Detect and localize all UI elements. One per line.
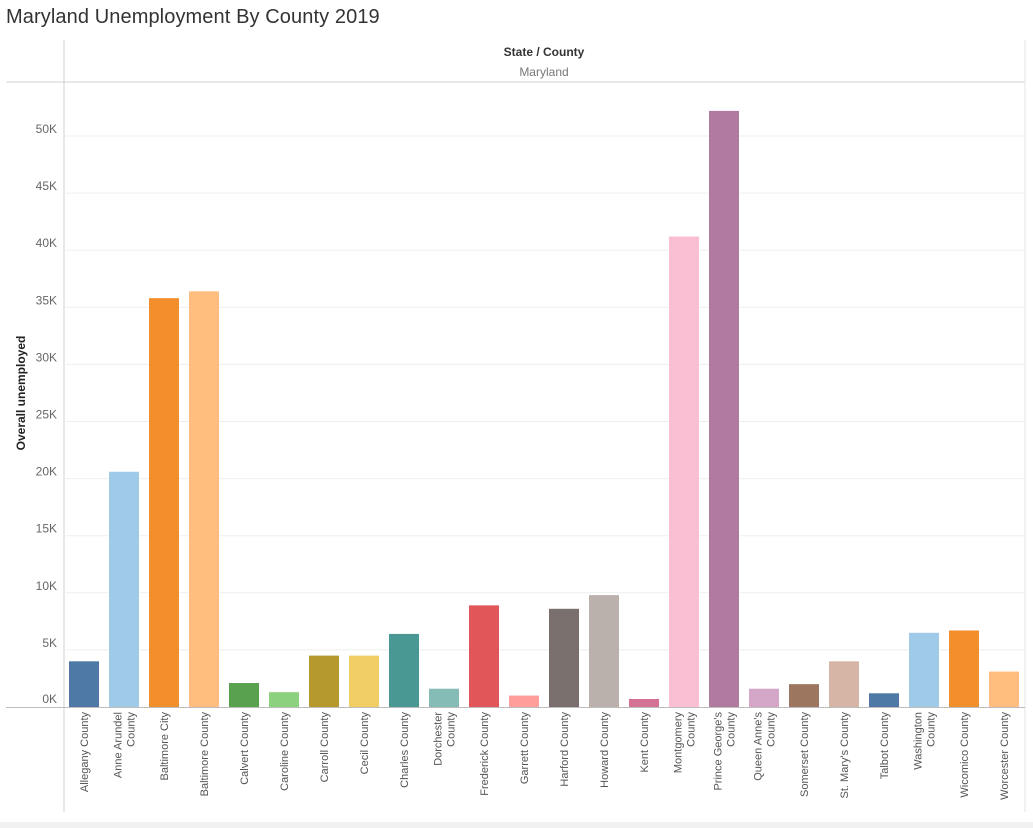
x-tick-label: Cecil County: [359, 712, 371, 775]
bar[interactable]: [509, 695, 539, 707]
bar[interactable]: [949, 630, 979, 707]
bar[interactable]: [429, 688, 459, 707]
x-tick-label: Worcester County: [999, 712, 1011, 800]
y-tick-label: 5K: [42, 636, 57, 650]
x-axis-labels: Allegany County Anne Arundel County Baltimo…: [79, 712, 1011, 800]
bar[interactable]: [309, 655, 339, 707]
y-axis-ticks: 0K 5K 10K 15K 20K 25K 30K 35K 40K 45K 50K: [36, 122, 57, 706]
x-tick-label: County: [686, 712, 698, 747]
bar[interactable]: [629, 699, 659, 707]
y-tick-label: 30K: [36, 350, 57, 364]
y-tick-label: 15K: [36, 522, 57, 536]
x-tick-label: Wicomico County: [959, 712, 971, 798]
x-tick-label: Montgomery: [673, 712, 685, 774]
bar[interactable]: [709, 110, 739, 708]
x-tick-label: Baltimore City: [159, 712, 171, 781]
y-tick-label: 50K: [36, 122, 57, 136]
y-axis-label: Overall unemployed: [14, 336, 28, 451]
bar[interactable]: [349, 655, 379, 707]
bar[interactable]: [469, 605, 499, 707]
x-tick-label: Harford County: [559, 712, 571, 787]
x-tick-label: Carroll County: [319, 712, 331, 783]
x-tick-label: Kent County: [639, 712, 651, 773]
x-tick-label: Anne Arundel: [113, 712, 125, 778]
gridlines: [64, 135, 1025, 651]
x-tick-label: County: [766, 712, 778, 747]
bar[interactable]: [669, 236, 699, 707]
x-tick-label: County: [446, 712, 458, 747]
y-tick-label: 20K: [36, 465, 57, 479]
chart-title: Maryland Unemployment By County 2019: [6, 6, 380, 28]
bar[interactable]: [189, 291, 219, 707]
bar[interactable]: [229, 683, 259, 707]
bar[interactable]: [909, 632, 939, 707]
bar[interactable]: [269, 692, 299, 707]
bar[interactable]: [389, 633, 419, 707]
x-tick-label: Baltimore County: [199, 712, 211, 797]
bottom-strip: [0, 822, 1033, 828]
bar[interactable]: [989, 671, 1019, 707]
header-label: State / County: [504, 45, 585, 59]
x-tick-label: Talbot County: [879, 712, 891, 780]
x-tick-label: Caroline County: [279, 712, 291, 791]
chart-frame: [6, 40, 1026, 812]
x-tick-label: Washington: [913, 712, 925, 770]
bar[interactable]: [149, 298, 179, 707]
bar[interactable]: [789, 684, 819, 707]
x-tick-label: Garrett County: [519, 712, 531, 785]
x-tick-label: County: [126, 712, 138, 747]
x-tick-label: Frederick County: [479, 712, 491, 796]
y-tick-label: 0K: [42, 692, 57, 706]
x-tick-label: Dorchester: [433, 712, 445, 766]
y-tick-label: 10K: [36, 579, 57, 593]
y-tick-label: 25K: [36, 408, 57, 422]
bar[interactable]: [749, 688, 779, 707]
x-tick-label: Somerset County: [799, 712, 811, 797]
x-tick-label: Howard County: [599, 712, 611, 788]
x-tick-label: St. Mary's County: [839, 712, 851, 799]
bar[interactable]: [549, 608, 579, 707]
x-tick-label: Prince George's: [713, 712, 725, 791]
x-tick-label: Allegany County: [79, 712, 91, 793]
x-tick-label: County: [926, 712, 938, 747]
bar[interactable]: [69, 661, 99, 707]
y-tick-label: 35K: [36, 293, 57, 307]
x-tick-label: Calvert County: [239, 712, 251, 785]
bar[interactable]: [829, 661, 859, 707]
header-value: Maryland: [519, 65, 568, 79]
bars: [69, 110, 1019, 708]
bar[interactable]: [869, 693, 899, 707]
y-tick-label: 45K: [36, 179, 57, 193]
x-tick-label: Queen Anne's: [753, 712, 765, 781]
x-tick-label: Charles County: [399, 712, 411, 788]
bar[interactable]: [109, 471, 139, 707]
x-tick-label: County: [726, 712, 738, 747]
bar[interactable]: [589, 595, 619, 707]
y-tick-label: 40K: [36, 236, 57, 250]
